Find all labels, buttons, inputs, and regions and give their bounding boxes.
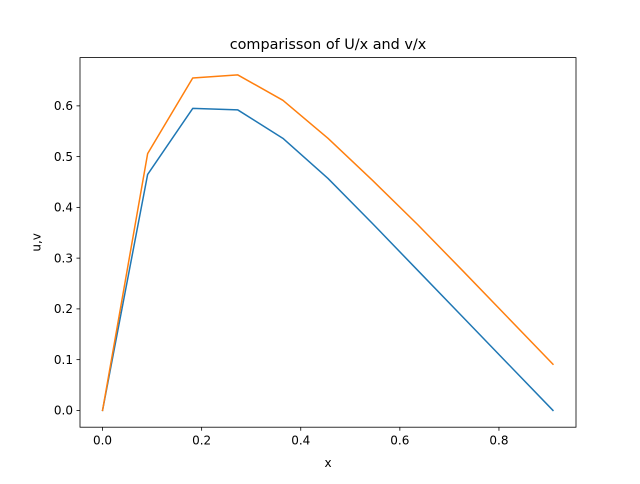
y-axis-label: u,v — [30, 233, 44, 252]
series-line-2 — [101, 74, 555, 412]
x-axis-ticks: 0.0 0.2 0.4 0.6 0.8 — [93, 427, 508, 448]
x-tick-label: 0.8 — [489, 434, 508, 448]
y-tick-label: 0.3 — [54, 251, 73, 265]
y-tick-label: 0.6 — [54, 99, 73, 113]
x-tick-label: 0.4 — [291, 434, 310, 448]
series-line-1 — [101, 107, 555, 412]
x-axis-label: x — [324, 456, 331, 470]
x-tick-label: 0.2 — [192, 434, 211, 448]
y-axis-ticks: 0.0 0.1 0.2 0.3 0.4 0.5 0.6 — [54, 99, 80, 418]
y-tick-label: 0.0 — [54, 404, 73, 418]
y-tick-label: 0.1 — [54, 353, 73, 367]
series-layer — [101, 74, 555, 412]
x-tick-label: 0.6 — [390, 434, 409, 448]
chart-title: comparisson of U/x and v/x — [230, 37, 427, 53]
y-tick-label: 0.5 — [54, 150, 73, 164]
y-tick-label: 0.2 — [54, 302, 73, 316]
plot-area-frame — [79, 57, 577, 428]
x-tick-label: 0.0 — [93, 434, 112, 448]
y-tick-label: 0.4 — [54, 201, 73, 215]
